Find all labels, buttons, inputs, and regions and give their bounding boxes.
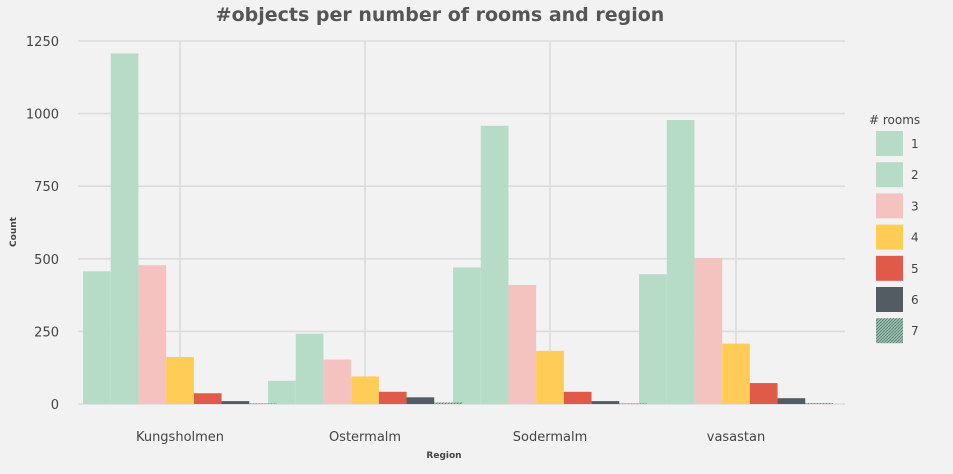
- legend-label-7: 7: [911, 324, 919, 338]
- x-tick-label: Kungsholmen: [136, 430, 224, 445]
- x-axis-ticks: Kungsholmen Ostermalm Sodermalm vasastan: [136, 430, 765, 445]
- bar-rooms-1-kungsholmen: [83, 271, 111, 404]
- legend-label-5: 5: [911, 262, 919, 276]
- legend-label-3: 3: [911, 199, 919, 213]
- x-tick-label: vasastan: [707, 430, 765, 445]
- legend-swatch-5: [876, 255, 903, 281]
- bar-rooms-2-sodermalm: [480, 125, 509, 404]
- legend-label-1: 1: [911, 137, 919, 151]
- bar-rooms-7-vasastan: [805, 403, 833, 404]
- bar-rooms-3-ostermalm: [323, 359, 352, 404]
- y-tick-label: 250: [34, 325, 59, 340]
- y-tick-label: 1250: [26, 35, 59, 50]
- y-tick-label: 750: [34, 180, 59, 195]
- bar-rooms-4-ostermalm: [351, 376, 379, 404]
- legend-swatch-7: [876, 318, 903, 344]
- legend-swatch-4: [876, 224, 903, 250]
- bar-rooms-7-kungsholmen: [249, 403, 277, 404]
- bar-rooms-1-ostermalm: [268, 380, 296, 404]
- grid: [78, 40, 845, 405]
- legend-label-6: 6: [911, 293, 919, 307]
- bar-rooms-3-sodermalm: [508, 284, 537, 404]
- x-tick-label: Ostermalm: [329, 430, 401, 445]
- y-tick-label: 0: [51, 398, 59, 413]
- bar-rooms-2-ostermalm: [295, 333, 324, 404]
- bars: [83, 53, 833, 404]
- legend-swatch-6: [876, 287, 903, 312]
- bar-rooms-4-vasastan: [722, 343, 750, 404]
- bar-rooms-5-ostermalm: [378, 391, 407, 404]
- bar-rooms-6-kungsholmen: [221, 401, 250, 404]
- x-axis-label: Region: [426, 451, 461, 461]
- bar-rooms-7-ostermalm: [434, 402, 462, 404]
- bar-rooms-1-vasastan: [639, 274, 667, 404]
- bar-rooms-4-sodermalm: [536, 350, 564, 404]
- legend-title: # rooms: [869, 113, 920, 127]
- y-tick-label: 1000: [26, 108, 59, 123]
- y-tick-label: 500: [34, 253, 59, 268]
- legend-swatch-2: [876, 162, 903, 188]
- bar-rooms-4-kungsholmen: [166, 356, 194, 404]
- bar-rooms-7-sodermalm: [619, 403, 647, 404]
- bar-rooms-3-kungsholmen: [138, 265, 167, 404]
- bar-rooms-5-sodermalm: [563, 391, 592, 404]
- x-tick-label: Sodermalm: [513, 430, 587, 445]
- y-axis-label: Count: [9, 216, 19, 247]
- bar-rooms-6-sodermalm: [591, 401, 620, 404]
- y-axis-ticks: 0 250 500 750 1000 1250: [26, 35, 59, 413]
- bar-rooms-6-ostermalm: [406, 397, 435, 404]
- bar-rooms-2-vasastan: [666, 119, 695, 404]
- bar-rooms-3-vasastan: [694, 257, 723, 404]
- legend-label-2: 2: [911, 168, 919, 182]
- legend-swatch-3: [876, 193, 903, 219]
- bar-rooms-5-vasastan: [749, 383, 778, 404]
- legend-swatch-1: [876, 131, 903, 156]
- chart-title: #objects per number of rooms and region: [216, 4, 665, 26]
- bar-rooms-1-sodermalm: [453, 267, 481, 404]
- bar-rooms-6-vasastan: [777, 398, 806, 404]
- bar-rooms-5-kungsholmen: [193, 393, 222, 404]
- bar-rooms-2-kungsholmen: [110, 53, 139, 404]
- legend: # rooms 1 2 3 4 5 6 7: [869, 113, 920, 344]
- legend-label-4: 4: [911, 231, 919, 245]
